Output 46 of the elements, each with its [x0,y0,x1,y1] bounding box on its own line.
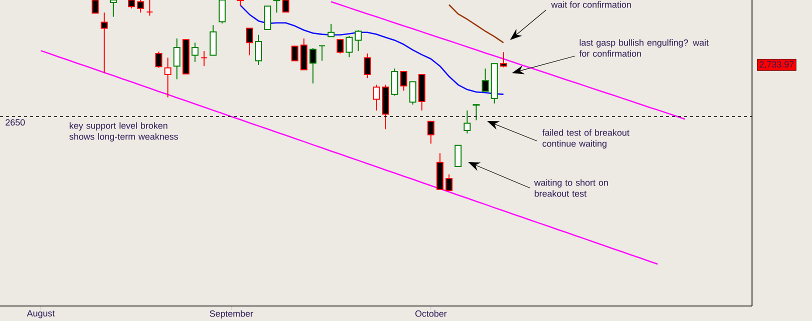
text: 2,733.97 [760,61,794,69]
annotation: waiting to short on breakout test [534,179,608,197]
candlestick [391,68,398,96]
annotation: failed test of breakout continue waiting [542,129,630,149]
candlestick [246,28,253,56]
annotation: wait for confirmation [551,1,631,8]
candlestick [155,51,162,68]
candlestick [291,45,298,62]
candlestick [454,144,462,168]
candlestick [500,52,507,68]
candlestick [146,0,154,16]
candlestick [372,84,380,112]
candlestick [282,0,290,12]
x-tick-label: September [210,310,254,319]
x-tick-label: August [26,310,55,318]
candlestick [464,110,471,134]
candlestick [446,174,453,192]
candlestick [192,42,199,62]
candlestick [318,45,326,62]
candlestick [346,36,353,58]
candlestick [482,68,489,92]
candlestick [273,0,280,14]
candlestick [137,0,144,14]
candlestick [364,53,371,79]
candlestick [200,50,208,67]
candlestick [255,34,262,66]
candlestick [100,12,108,74]
candlestick [427,120,434,144]
annotation: key support level broken shows long-term weakness [69,122,178,142]
candlestick [218,0,226,24]
candlestick [264,6,272,30]
candlestick [328,24,335,38]
candlestick [92,0,99,14]
candlestick [336,39,344,54]
candlestick [472,104,480,121]
candlestick [210,24,217,56]
candlestick [400,70,408,92]
candlestick [173,38,180,80]
candlestick [164,57,172,98]
candlestick [409,81,416,106]
x-tick-label: October [415,310,447,317]
candlestick [354,30,362,52]
annotation: 2650 [6,119,25,126]
candlestick [309,48,316,84]
candlestick [110,0,117,18]
annotation: last gasp bullish engulfing? wait for confirmation [579,39,709,57]
